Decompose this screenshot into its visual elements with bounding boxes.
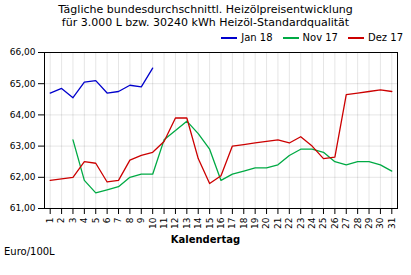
svg-text:9: 9	[136, 217, 146, 223]
html-text:Euro/100L: Euro/100L	[4, 246, 55, 257]
svg-text:16: 16	[216, 217, 226, 229]
svg-text:29: 29	[364, 217, 374, 229]
svg-text:17: 17	[227, 218, 237, 229]
svg-text:18: 18	[239, 217, 249, 229]
svg-text:63,00: 63,00	[10, 141, 36, 151]
svg-text:30: 30	[375, 217, 385, 229]
svg-text:25: 25	[318, 218, 328, 229]
svg-text:7: 7	[113, 218, 123, 224]
svg-text:64,00: 64,00	[10, 110, 36, 120]
svg-text:19: 19	[250, 217, 260, 229]
svg-text:14: 14	[193, 217, 203, 229]
svg-text:15: 15	[204, 218, 214, 229]
svg-text:24: 24	[307, 217, 317, 229]
svg-text:21: 21	[273, 218, 283, 229]
svg-text:8: 8	[125, 217, 135, 223]
svg-text:22: 22	[284, 218, 294, 229]
html-text:für 3.000 L bzw. 30240 kWh Hei: für 3.000 L bzw. 30240 kWh Heizöl-Standa…	[61, 16, 350, 29]
html-text:Jan 18: Jan 18	[241, 32, 273, 43]
svg-text:23: 23	[296, 218, 306, 229]
svg-text:10: 10	[148, 217, 158, 229]
svg-text:26: 26	[330, 217, 340, 229]
svg-text:27: 27	[341, 218, 351, 229]
svg-text:11: 11	[159, 218, 169, 229]
html-text:Tägliche bundesdurchschnittl.: Tägliche bundesdurchschnittl. Heizölprei…	[58, 3, 353, 16]
svg-text:28: 28	[353, 217, 363, 229]
svg-text:12: 12	[170, 218, 180, 229]
svg-text:65,00: 65,00	[10, 79, 36, 89]
html-text:Kalendertag: Kalendertag	[170, 234, 241, 245]
svg-text:13: 13	[182, 218, 192, 229]
svg-text:31: 31	[387, 218, 397, 229]
svg-text:20: 20	[261, 217, 271, 229]
svg-text:1: 1	[45, 218, 55, 224]
html-text:Dez 17: Dez 17	[368, 32, 403, 43]
svg-text:66,00: 66,00	[10, 47, 36, 57]
svg-text:62,00: 62,00	[10, 172, 36, 182]
svg-text:5: 5	[91, 218, 101, 224]
svg-text:4: 4	[79, 217, 89, 223]
svg-text:2: 2	[56, 218, 66, 224]
svg-text:6: 6	[102, 217, 112, 223]
svg-text:3: 3	[68, 218, 78, 224]
svg-text:61,00: 61,00	[10, 203, 36, 213]
html-text:Nov 17: Nov 17	[302, 32, 338, 43]
